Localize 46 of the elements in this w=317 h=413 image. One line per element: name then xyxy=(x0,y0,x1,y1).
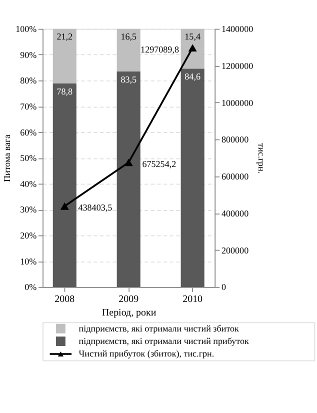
bar xyxy=(180,68,204,287)
point xyxy=(188,44,197,52)
legend-label: підприємств, які отримали чистий збиток xyxy=(78,323,240,334)
data-label: 675254,2 xyxy=(142,158,177,169)
y-tick-label: 50% xyxy=(20,153,38,164)
data-label: 83,5 xyxy=(120,74,137,84)
data-label: 1297089,8 xyxy=(140,44,180,54)
y-tick-label: 20% xyxy=(20,230,38,241)
y2-tick-label: 800000 xyxy=(221,134,250,145)
y-tick-label: 40% xyxy=(20,178,38,189)
y2-tick-label: 600000 xyxy=(221,172,250,182)
y-tick-label: 80% xyxy=(20,76,38,86)
y2-tick-label: 0 xyxy=(221,282,226,292)
y-tick-label: 70% xyxy=(20,101,38,112)
y2-tick-label: 1200000 xyxy=(221,60,254,71)
legend-label: Чистий прибуток (збиток), тис.грн. xyxy=(78,348,214,359)
y-tick-label: 0% xyxy=(24,282,38,292)
data-label: 16,5 xyxy=(120,32,137,42)
point xyxy=(124,158,133,166)
bar xyxy=(180,28,204,69)
data-label: 15,4 xyxy=(184,32,201,42)
y2-tick-label: 200000 xyxy=(221,245,250,256)
y-tick-label: 10% xyxy=(20,256,38,266)
y2-tick-label: 1000000 xyxy=(221,98,254,108)
x-axis-title: Період, роки xyxy=(102,307,157,318)
x-tick-label: 2008 xyxy=(54,294,75,305)
y-axis-title: Питома вага xyxy=(2,134,12,182)
legend-label: підприємств, які отримали чистий прибуток xyxy=(78,336,250,346)
y2-tick-label: 1400000 xyxy=(221,24,254,34)
bar xyxy=(116,28,140,72)
x-tick-label: 2010 xyxy=(182,294,203,305)
y-tick-label: 60% xyxy=(20,127,38,138)
bar xyxy=(116,71,140,287)
data-label: 78,8 xyxy=(56,86,74,96)
data-label: 84,6 xyxy=(184,71,201,82)
data-label: 438403,5 xyxy=(78,202,113,213)
point xyxy=(60,202,69,210)
y2-tick-label: 400000 xyxy=(221,208,250,218)
y2-axis-title: тис.грн. xyxy=(256,143,267,174)
y-tick-label: 100% xyxy=(16,24,38,34)
y-tick-label: 30% xyxy=(20,204,38,215)
bar xyxy=(52,84,76,287)
y-tick-label: 90% xyxy=(20,50,38,60)
bar xyxy=(52,28,76,84)
data-label: 21,2 xyxy=(56,32,74,42)
x-tick-label: 2009 xyxy=(118,294,139,305)
